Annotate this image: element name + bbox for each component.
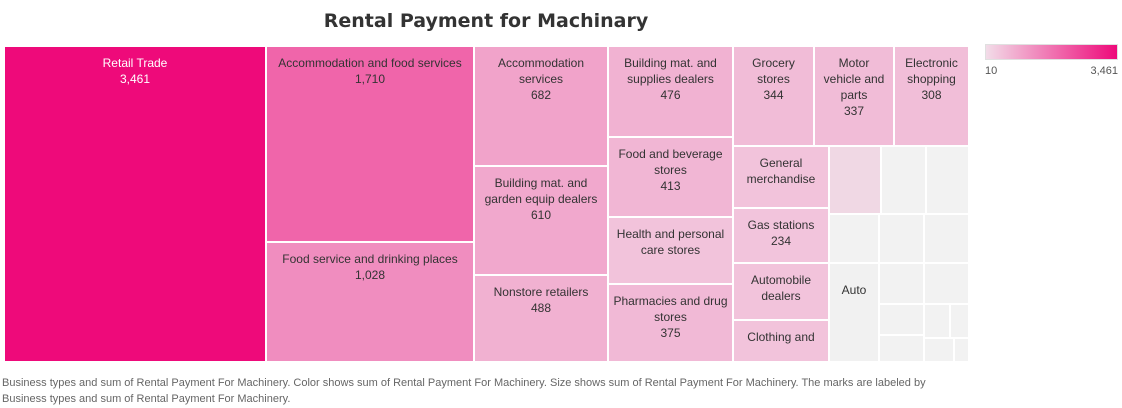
treemap-cell[interactable]: General merchandise	[733, 146, 829, 208]
treemap-cell[interactable]: Building mat. and supplies dealers 476	[608, 46, 733, 137]
cell-label: Retail Trade	[102, 56, 168, 70]
cell-label: Nonstore retailers	[493, 285, 589, 299]
treemap-cell-unlabeled[interactable]	[879, 304, 924, 335]
treemap-cell[interactable]: Motor vehicle and parts 337	[814, 46, 894, 146]
treemap-cell[interactable]: Food and beverage stores 413	[608, 137, 733, 217]
treemap-cell-unlabeled[interactable]	[879, 214, 924, 263]
treemap-cell-unlabeled[interactable]	[829, 146, 881, 214]
cell-label: Clothing and	[747, 330, 815, 344]
cell-value: 488	[530, 301, 552, 315]
cell-label: Electronic shopping	[905, 56, 958, 86]
legend-max-label: 3,461	[1090, 65, 1118, 77]
cell-label: Accommodation and food services	[278, 56, 462, 70]
cell-value: 344	[763, 88, 784, 102]
cell-value: 234	[770, 234, 792, 248]
cell-value: 1,028	[354, 268, 386, 282]
cell-value: 610	[530, 208, 552, 222]
cell-label: General merchandise	[746, 156, 816, 186]
cell-label: Accommodation services	[497, 56, 585, 86]
chart-title: Rental Payment for Machinary	[323, 10, 649, 32]
treemap-cell-unlabeled[interactable]	[950, 304, 969, 338]
cell-value: 1,710	[354, 72, 386, 86]
treemap-cell-unlabeled[interactable]	[881, 146, 926, 214]
chart-caption: Business types and sum of Rental Payment…	[2, 377, 926, 405]
cell-label: Gas stations	[747, 218, 815, 232]
cell-label: Auto	[841, 283, 867, 297]
cell-label: Health and personal care stores	[616, 227, 725, 257]
treemap-cell[interactable]: Building mat. and garden equip dealers 61…	[474, 166, 608, 275]
treemap: Retail Trade 3,461 Accommodation and food …	[4, 46, 969, 362]
cell-value: 3,461	[119, 72, 151, 86]
cell-label: Food and beverage stores	[618, 147, 723, 177]
treemap-cell[interactable]: Health and personal care stores	[608, 217, 733, 284]
cell-value: 308	[921, 88, 942, 102]
treemap-cell[interactable]: Electronic shopping 308	[894, 46, 969, 146]
cell-label: Automobile dealers	[750, 273, 812, 303]
legend-min-label: 10	[985, 65, 998, 77]
cell-label: Building mat. and supplies dealers	[624, 56, 717, 86]
treemap-cell-unlabeled[interactable]	[879, 263, 924, 304]
treemap-cell-unlabeled[interactable]	[924, 338, 954, 362]
treemap-cell[interactable]: Automobile dealers	[733, 263, 829, 320]
cell-label: Food service and drinking places	[282, 252, 458, 266]
treemap-cell-unlabeled[interactable]	[879, 335, 924, 362]
treemap-cell-unlabeled[interactable]	[924, 304, 950, 338]
treemap-cell[interactable]: Auto	[829, 263, 879, 362]
treemap-cell[interactable]: Gas stations 234	[733, 208, 829, 263]
treemap-cell-unlabeled[interactable]	[924, 263, 969, 304]
treemap-cell-unlabeled[interactable]	[954, 338, 969, 362]
cell-label: Building mat. and garden equip dealers	[484, 176, 598, 206]
cell-value: 375	[660, 326, 681, 340]
treemap-cell[interactable]: Accommodation and food services 1,710	[266, 46, 474, 242]
treemap-cell-unlabeled[interactable]	[924, 214, 969, 263]
cell-value: 337	[843, 104, 865, 118]
treemap-cell[interactable]: Food service and drinking places 1,028	[266, 242, 474, 362]
color-legend-gradient	[985, 44, 1118, 60]
cell-value: 682	[530, 88, 552, 102]
cell-value: 476	[660, 88, 681, 102]
treemap-cell-unlabeled[interactable]	[829, 214, 879, 263]
cell-value: 413	[660, 179, 681, 193]
treemap-cell[interactable]: Accommodation services 682	[474, 46, 608, 166]
color-legend: 10 3,461	[985, 44, 1118, 84]
cell-label: Grocery stores	[752, 56, 795, 86]
cell-label: Pharmacies and drug stores	[613, 294, 728, 324]
treemap-cell[interactable]: Pharmacies and drug stores 375	[608, 284, 733, 362]
treemap-cell[interactable]: Nonstore retailers 488	[474, 275, 608, 362]
treemap-cell[interactable]: Clothing and	[733, 320, 829, 362]
treemap-cell[interactable]: Retail Trade 3,461	[4, 46, 266, 362]
cell-label: Motor vehicle and parts	[823, 56, 885, 102]
treemap-cell-unlabeled[interactable]	[926, 146, 969, 214]
treemap-cell[interactable]: Grocery stores 344	[733, 46, 814, 146]
